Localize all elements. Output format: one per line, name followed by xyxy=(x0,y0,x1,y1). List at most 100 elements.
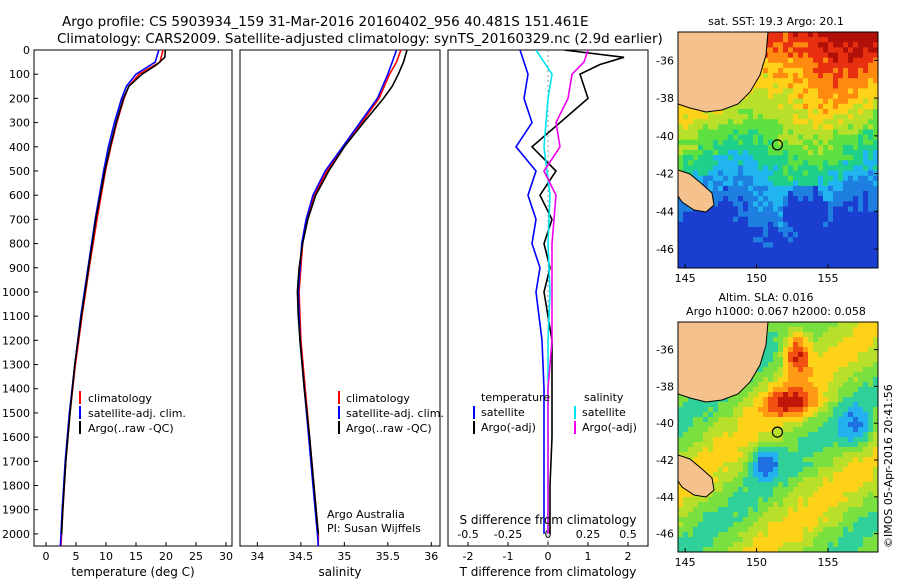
heatmap-cell xyxy=(823,62,829,69)
heatmap-cell xyxy=(738,129,744,135)
heatmap-cell xyxy=(828,362,834,368)
heatmap-cell xyxy=(843,347,849,353)
heatmap-cell xyxy=(843,462,849,468)
heatmap-cell xyxy=(808,196,814,202)
heatmap-cell xyxy=(723,432,729,438)
heatmap-cell xyxy=(808,377,814,383)
heatmap-cell xyxy=(848,170,854,176)
heatmap-cell xyxy=(773,337,779,343)
heatmap-cell xyxy=(858,547,864,552)
heatmap-cell xyxy=(723,170,729,176)
heatmap-cell xyxy=(848,144,854,151)
heatmap-cell xyxy=(678,232,684,238)
heatmap-cell xyxy=(698,232,704,238)
heatmap-cell xyxy=(858,507,864,513)
heatmap-cell xyxy=(843,517,849,523)
heatmap-cell xyxy=(743,392,749,398)
heatmap-cell xyxy=(733,221,739,228)
heatmap-cell xyxy=(838,134,844,141)
heatmap-cell xyxy=(863,452,869,458)
heatmap-cell xyxy=(868,437,874,443)
heatmap-cell xyxy=(698,527,704,533)
heatmap-cell xyxy=(748,532,754,538)
legend-title-temperature: temperature xyxy=(481,391,550,404)
heatmap-cell xyxy=(768,442,774,448)
heatmap-cell xyxy=(783,139,789,146)
heatmap-cell xyxy=(828,247,834,253)
heatmap-cell xyxy=(753,487,759,493)
heatmap-cell xyxy=(688,257,694,264)
heatmap-cell xyxy=(828,216,834,223)
heatmap-cell xyxy=(873,37,878,43)
heatmap-cell xyxy=(828,109,834,115)
heatmap-cell xyxy=(743,467,749,473)
heatmap-cell xyxy=(793,155,799,161)
heatmap-cell xyxy=(823,422,829,428)
heatmap-cell xyxy=(823,337,829,343)
heatmap-cell xyxy=(808,502,814,508)
heatmap-cell xyxy=(758,362,764,368)
heatmap-cell xyxy=(773,472,779,478)
heatmap-cell xyxy=(863,242,869,248)
heatmap-cell xyxy=(718,211,724,218)
heatmap-cell xyxy=(838,397,844,403)
heatmap-cell xyxy=(873,512,878,518)
heatmap-cell xyxy=(813,62,819,69)
heatmap-cell xyxy=(873,337,878,343)
heatmap-cell xyxy=(693,437,699,443)
heatmap-cell xyxy=(778,547,784,552)
y-tick-label: 200 xyxy=(9,92,30,105)
heatmap-cell xyxy=(823,517,829,523)
heatmap-cell xyxy=(733,507,739,513)
heatmap-cell xyxy=(703,452,709,458)
heatmap-cell xyxy=(828,32,834,38)
heatmap-cell xyxy=(863,392,869,398)
heatmap-cell xyxy=(763,73,769,79)
heatmap-cell xyxy=(763,497,769,503)
heatmap-cell xyxy=(778,119,784,125)
heatmap-cell xyxy=(838,114,844,120)
heatmap-cell xyxy=(703,422,709,428)
heatmap-cell xyxy=(763,422,769,428)
heatmap-cell xyxy=(743,427,749,433)
heatmap-cell xyxy=(708,547,714,552)
heatmap-cell xyxy=(793,109,799,115)
heatmap-cell xyxy=(763,139,769,146)
heatmap-cell xyxy=(803,185,809,192)
heatmap-cell xyxy=(723,452,729,458)
heatmap-cell xyxy=(718,442,724,448)
heatmap-cell xyxy=(808,447,814,453)
heatmap-cell xyxy=(693,129,699,135)
heatmap-cell xyxy=(768,83,774,89)
heatmap-cell xyxy=(678,129,684,135)
heatmap-cell xyxy=(768,477,774,483)
heatmap-cell xyxy=(823,407,829,413)
heatmap-cell xyxy=(833,367,839,373)
heatmap-cell xyxy=(803,232,809,238)
heatmap-cell xyxy=(678,502,684,508)
heatmap-cell xyxy=(858,377,864,383)
heatmap-cell xyxy=(778,170,784,176)
heatmap-cell xyxy=(723,537,729,543)
heatmap-cell xyxy=(833,237,839,243)
heatmap-cell xyxy=(758,457,764,463)
heatmap-cell xyxy=(863,442,869,448)
heatmap-cell xyxy=(833,372,839,378)
heatmap-cell xyxy=(708,532,714,538)
heatmap-cell xyxy=(833,103,839,110)
heatmap-cell xyxy=(708,144,714,151)
heatmap-cell xyxy=(853,206,859,212)
heatmap-cell xyxy=(813,175,819,182)
heatmap-cell xyxy=(758,502,764,508)
heatmap-cell xyxy=(748,242,754,248)
heatmap-cell xyxy=(813,357,819,363)
heatmap-cell xyxy=(683,537,689,543)
heatmap-cell xyxy=(853,67,859,74)
heatmap-cell xyxy=(853,52,859,58)
heatmap-cell xyxy=(823,522,829,528)
heatmap-cell xyxy=(803,88,809,94)
heatmap-cell xyxy=(753,447,759,453)
heatmap-cell xyxy=(838,247,844,253)
heatmap-cell xyxy=(823,387,829,393)
heatmap-cell xyxy=(798,537,804,543)
